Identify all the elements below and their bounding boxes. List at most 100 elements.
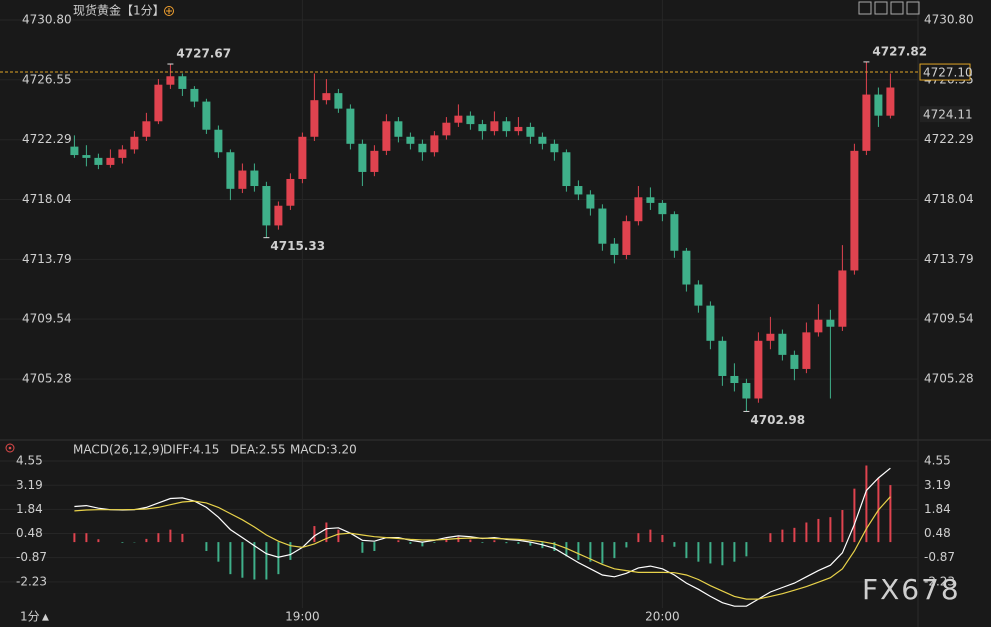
candle-body <box>202 101 211 130</box>
legend-entry: MACD:3.20 <box>290 443 357 457</box>
candle-body <box>538 136 547 144</box>
candle-body <box>166 76 175 85</box>
candle-body <box>370 150 379 172</box>
y-tick-label: 4730.80 <box>22 12 72 26</box>
candle-body <box>478 124 487 132</box>
candle-body <box>382 121 391 151</box>
footer-interval[interactable]: 1分 <box>20 610 40 624</box>
candle-body <box>118 149 127 158</box>
candle-body <box>82 155 91 158</box>
candle-body <box>598 208 607 244</box>
y-tick-label-right: 1.84 <box>924 502 951 516</box>
y-tick-label-right: -2.23 <box>924 574 955 588</box>
candle-body <box>322 93 331 101</box>
ma-price-label: 4724.11 <box>923 108 973 122</box>
y-tick-label-right: 4709.54 <box>924 312 974 326</box>
candle-body <box>778 333 787 355</box>
candle-body <box>646 197 655 203</box>
candle-body <box>442 122 451 136</box>
candle-body <box>790 354 799 369</box>
candle-body <box>754 340 763 399</box>
y-tick-label-right: 3.19 <box>924 478 951 492</box>
y-tick-label-right: 0.48 <box>924 526 951 540</box>
candle-body <box>358 143 367 172</box>
y-tick-label: 1.84 <box>16 502 43 516</box>
candle-body <box>334 93 343 109</box>
candle-body <box>250 170 259 187</box>
y-tick-label: 3.19 <box>16 478 43 492</box>
candle-body <box>154 84 163 122</box>
tool-button[interactable] <box>874 1 888 15</box>
candle-body <box>262 186 271 226</box>
legend-entry: DIFF:4.15 <box>163 443 219 457</box>
y-tick-label: -0.87 <box>16 550 47 564</box>
tool-button[interactable] <box>890 1 904 15</box>
y-tick-label-right: 4730.80 <box>924 12 974 26</box>
y-tick-label: 0.48 <box>16 526 43 540</box>
candle-body <box>70 146 79 156</box>
candle-body <box>622 221 631 255</box>
add-button[interactable] <box>164 6 174 16</box>
candle-body <box>526 126 535 137</box>
macd-settings-icon[interactable] <box>5 443 15 453</box>
x-tick-label: 19:00 <box>285 610 320 624</box>
candle-body <box>454 115 463 123</box>
candle-body <box>658 202 667 215</box>
candle-body <box>610 243 619 255</box>
candle-body <box>694 284 703 306</box>
candle-body <box>394 121 403 137</box>
candle-body <box>670 214 679 251</box>
candle-body <box>178 76 187 89</box>
candle-body <box>562 152 571 187</box>
candle-body <box>142 121 151 137</box>
candle-body <box>730 375 739 384</box>
chart-title: 现货黄金 <box>73 3 121 18</box>
candle-body <box>874 94 883 116</box>
candle-body <box>838 270 847 327</box>
last-price-label: 4727.10 <box>923 66 973 80</box>
watermark: FX678 <box>862 573 961 606</box>
candle-body <box>286 178 295 206</box>
y-tick-label-right: 4713.79 <box>924 252 974 266</box>
candle-body <box>466 115 475 125</box>
y-tick-label: 4709.54 <box>22 312 72 326</box>
tool-button[interactable] <box>858 1 872 15</box>
candle-body <box>706 305 715 341</box>
high-label: 4727.67 <box>176 47 231 61</box>
macd-line <box>74 496 891 600</box>
candle-body <box>94 157 103 165</box>
x-tick-label: 20:00 <box>645 610 680 624</box>
candle-body <box>430 135 439 153</box>
macd-title: MACD(26,12,9) <box>73 443 164 457</box>
candle-body <box>682 250 691 285</box>
candle-body <box>274 205 283 226</box>
candle-body <box>502 121 511 132</box>
candle-body <box>346 108 355 144</box>
candle-body <box>298 136 307 179</box>
y-tick-label: -2.23 <box>16 574 47 588</box>
tool-button[interactable] <box>906 1 920 15</box>
y-tick-label-right: 4.55 <box>924 454 951 468</box>
y-tick-label-right: -0.87 <box>924 550 955 564</box>
candle-body <box>742 383 751 399</box>
candle-body <box>550 143 559 153</box>
y-tick-label: 4726.55 <box>22 72 72 86</box>
candle-body <box>190 88 199 102</box>
candle-body <box>226 152 235 189</box>
footer-arrow[interactable]: ▲ <box>42 613 49 623</box>
candle-body <box>130 136 139 150</box>
candle-body <box>574 186 583 195</box>
y-tick-label: 4722.29 <box>22 132 72 146</box>
y-tick-label: 4.55 <box>16 454 43 468</box>
candle-body <box>514 126 523 132</box>
low-label: 4715.33 <box>270 239 325 253</box>
y-tick-label-right: 4705.28 <box>924 372 974 386</box>
interval-label[interactable]: 【1分】 <box>121 4 165 18</box>
candle-body <box>826 319 835 327</box>
y-tick-label-right: 4722.29 <box>924 132 974 146</box>
candle-body <box>634 197 643 222</box>
candle-body <box>490 121 499 132</box>
